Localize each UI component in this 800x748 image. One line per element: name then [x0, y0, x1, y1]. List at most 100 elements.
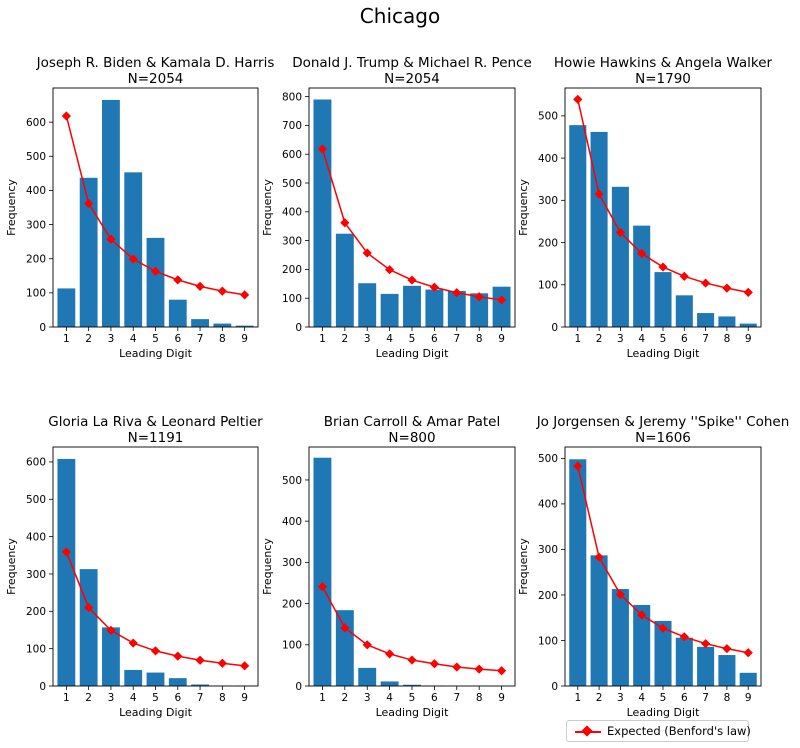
- x-tick-label: 3: [108, 333, 115, 345]
- expected-marker: [106, 625, 116, 635]
- y-tick-label: 200: [282, 598, 302, 610]
- y-tick-label: 600: [26, 117, 46, 129]
- y-tick-label: 0: [39, 322, 46, 334]
- x-tick-label: 7: [453, 333, 460, 345]
- x-tick-label: 3: [364, 692, 371, 704]
- subplot-title: Jo Jorgensen & Jeremy ''Spike'' Cohen: [536, 414, 790, 430]
- bar: [57, 288, 76, 327]
- y-axis-label: Frequency: [517, 538, 530, 595]
- bar: [697, 646, 715, 686]
- expected-marker: [722, 644, 732, 654]
- bar: [403, 684, 421, 686]
- x-tick-label: 2: [341, 692, 348, 704]
- x-tick-label: 9: [241, 333, 248, 345]
- y-axis-label: Frequency: [5, 179, 18, 236]
- bar: [335, 233, 354, 327]
- expected-marker: [84, 198, 94, 209]
- legend: Expected (Benford's law): [566, 720, 751, 742]
- y-tick-label: 300: [282, 557, 302, 569]
- x-tick-label: 5: [660, 333, 667, 345]
- y-tick-label: 800: [282, 91, 302, 103]
- x-tick-label: 5: [152, 333, 159, 345]
- x-tick-label: 1: [319, 333, 326, 345]
- x-tick-label: 4: [638, 692, 645, 704]
- x-axis-label: Leading Digit: [119, 347, 192, 360]
- bar: [235, 325, 254, 327]
- bar: [492, 286, 511, 327]
- bar: [213, 323, 232, 327]
- expected-marker: [362, 640, 372, 650]
- expected-marker: [150, 266, 161, 276]
- bar: [654, 272, 672, 327]
- y-tick-label: 400: [538, 153, 558, 165]
- y-tick-label: 300: [538, 195, 558, 207]
- y-tick-label: 200: [282, 264, 302, 276]
- x-tick-label: 2: [596, 333, 603, 345]
- expected-marker: [195, 655, 205, 665]
- bar: [79, 177, 98, 327]
- x-tick-label: 1: [63, 692, 70, 704]
- bar: [57, 458, 76, 686]
- expected-marker: [128, 254, 138, 264]
- expected-marker: [452, 288, 462, 298]
- expected-marker: [385, 265, 395, 275]
- x-tick-label: 2: [85, 692, 92, 704]
- y-tick-label: 0: [39, 681, 46, 693]
- subplot-1: Joseph R. Biden & Kamala D. HarrisN=2054…: [5, 55, 274, 360]
- expected-marker: [240, 661, 250, 671]
- legend-diamond-marker: [581, 725, 593, 737]
- x-tick-label: 7: [453, 692, 460, 704]
- x-tick-label: 7: [197, 692, 204, 704]
- bar: [146, 237, 165, 327]
- expected-marker: [429, 659, 439, 669]
- y-tick-label: 100: [282, 293, 302, 305]
- y-tick-label: 200: [26, 254, 46, 266]
- bar: [403, 285, 421, 327]
- bar: [102, 99, 120, 327]
- y-tick-label: 400: [538, 499, 558, 511]
- expected-marker: [615, 227, 625, 238]
- x-tick-label: 3: [364, 333, 371, 345]
- expected-marker: [317, 144, 328, 154]
- expected-marker: [362, 248, 372, 258]
- bar: [124, 172, 143, 327]
- expected-marker: [240, 290, 250, 300]
- subplot-subtitle: N=2054: [384, 71, 440, 87]
- expected-marker: [407, 275, 417, 285]
- bar: [718, 316, 736, 327]
- y-axis-label: Frequency: [5, 538, 18, 595]
- x-tick-label: 4: [638, 333, 645, 345]
- expected-marker: [128, 638, 138, 648]
- expected-marker: [474, 664, 484, 674]
- expected-marker: [496, 666, 507, 676]
- y-tick-label: 500: [282, 475, 302, 487]
- x-tick-label: 9: [498, 333, 505, 345]
- x-axis-label: Leading Digit: [627, 347, 700, 360]
- x-tick-label: 8: [476, 333, 483, 345]
- x-axis-label: Leading Digit: [119, 706, 192, 719]
- y-tick-label: 500: [538, 453, 558, 465]
- x-tick-label: 6: [174, 692, 181, 704]
- bar: [697, 313, 715, 327]
- bar: [590, 131, 608, 327]
- x-tick-label: 8: [724, 692, 731, 704]
- x-tick-label: 3: [617, 692, 624, 704]
- expected-marker: [217, 658, 227, 668]
- subplot-6: Jo Jorgensen & Jeremy ''Spike'' CohenN=1…: [517, 414, 789, 719]
- x-tick-label: 7: [197, 333, 204, 345]
- expected-marker: [679, 271, 689, 281]
- expected-marker: [452, 662, 462, 672]
- bar: [358, 283, 377, 327]
- y-tick-label: 300: [538, 544, 558, 556]
- y-tick-label: 400: [26, 531, 46, 543]
- bar: [739, 323, 757, 327]
- subplot-title: Gloria La Riva & Leonard Peltier: [48, 414, 263, 430]
- bar: [470, 293, 489, 327]
- y-tick-label: 300: [282, 235, 302, 247]
- bar: [191, 319, 209, 327]
- expected-marker: [722, 283, 732, 293]
